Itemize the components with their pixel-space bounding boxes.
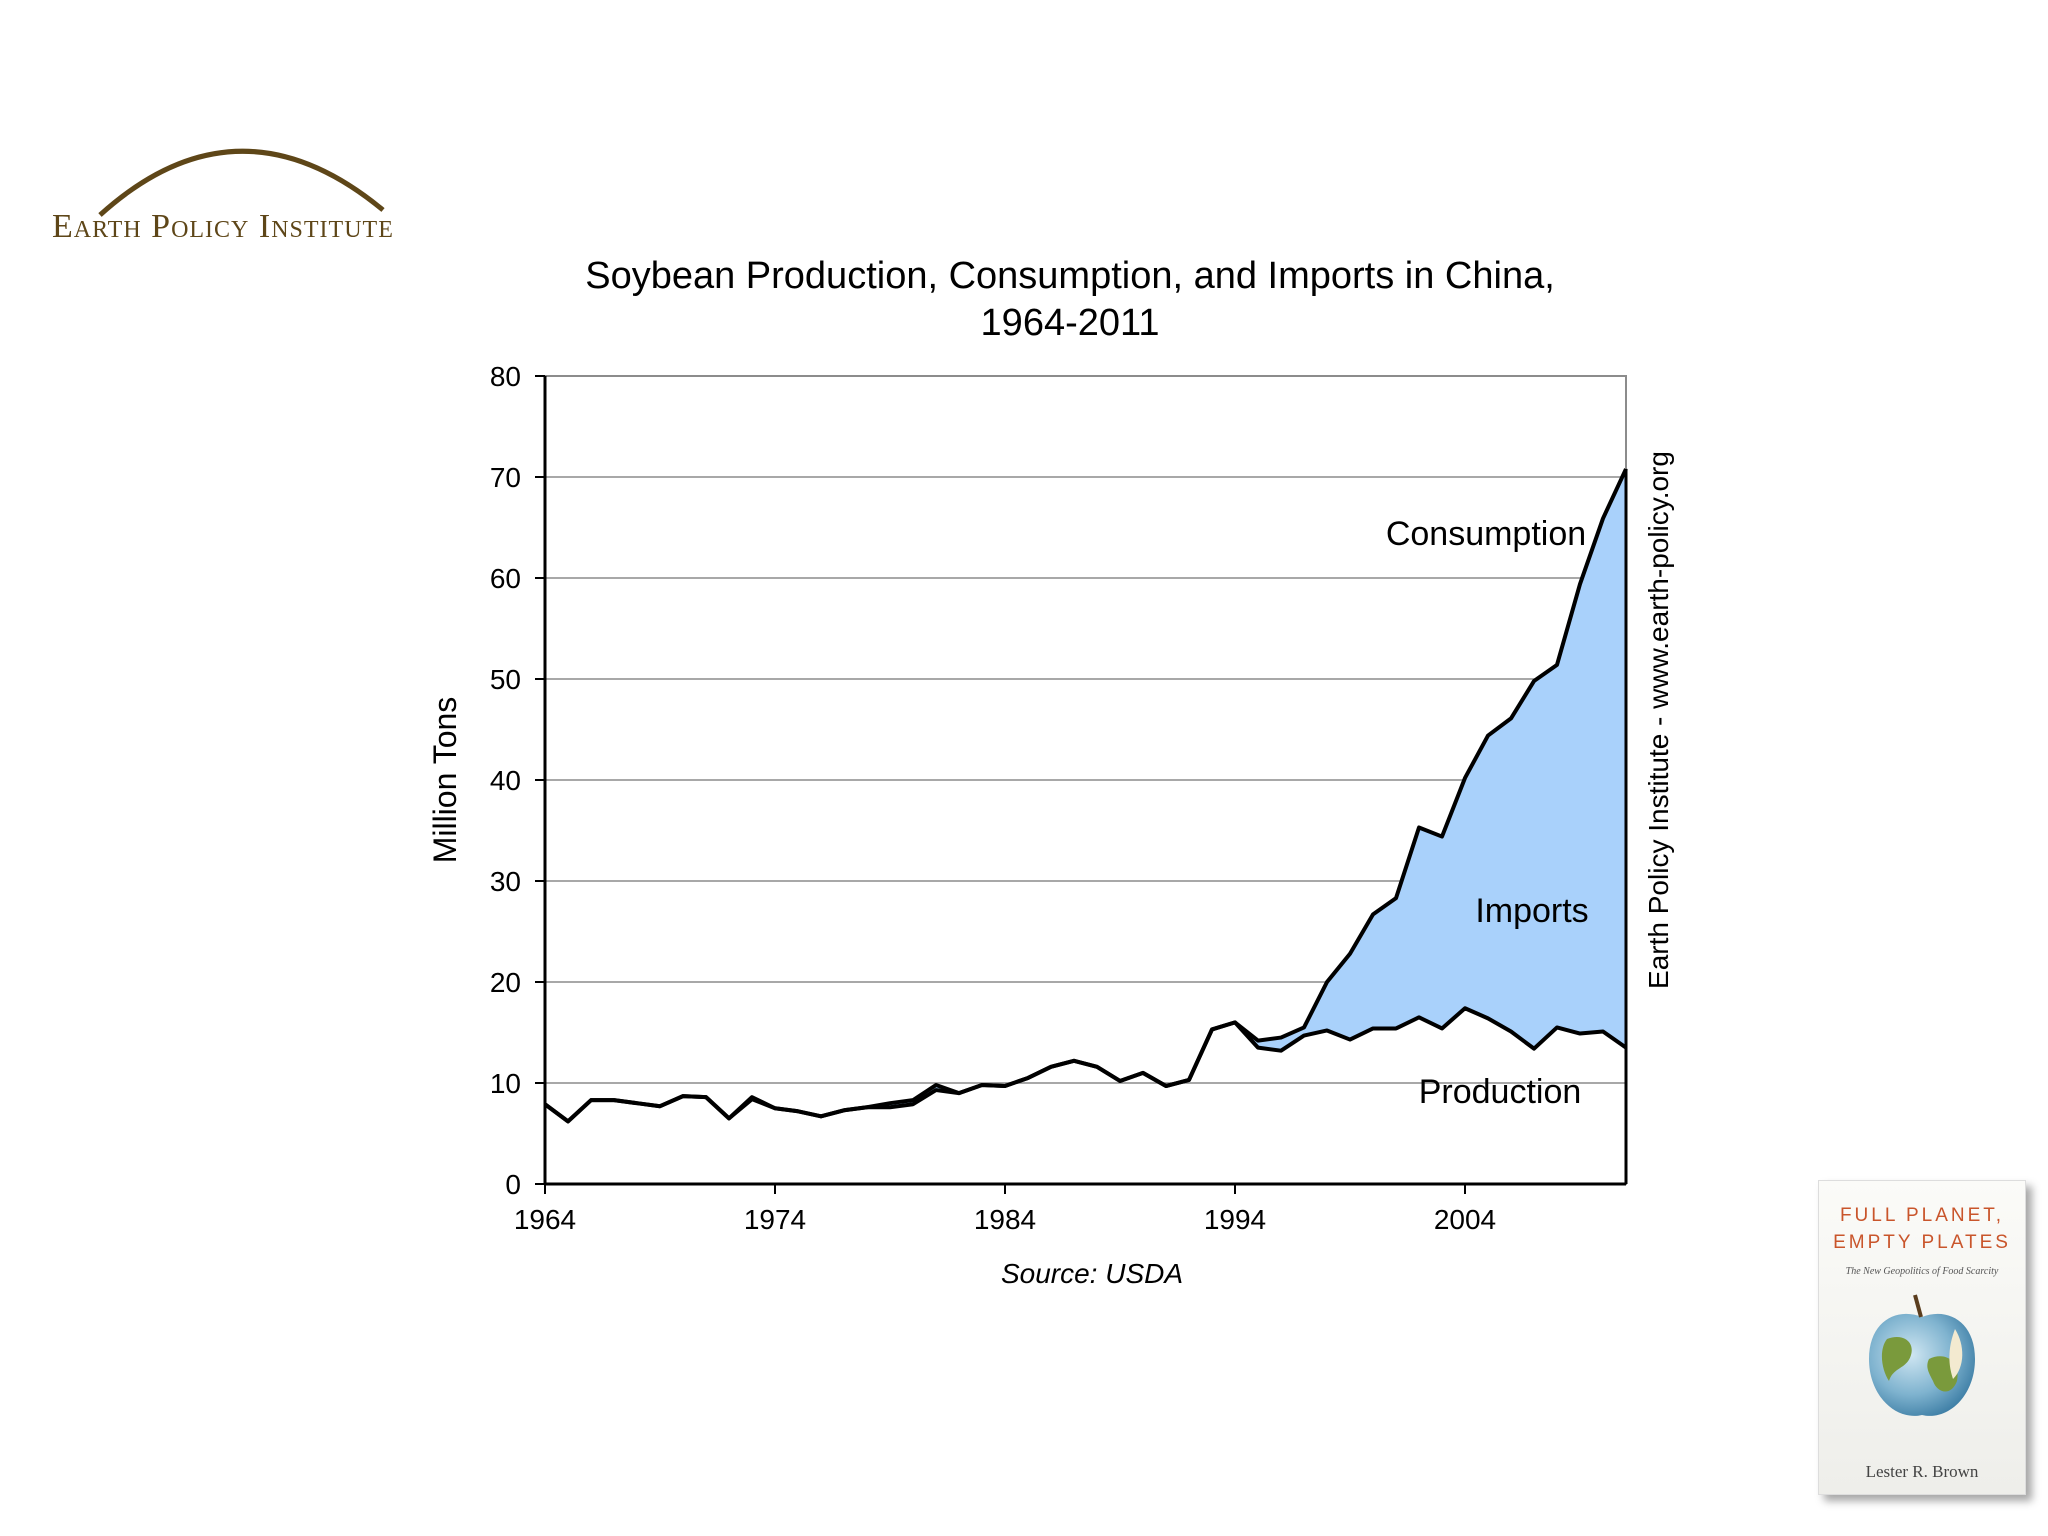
imports-annotation: Imports — [1475, 892, 1588, 930]
consumption-annotation: Consumption — [1386, 515, 1586, 553]
x-tick-label-1994: 1994 — [1204, 1204, 1266, 1235]
book-author: Lester R. Brown — [1865, 1462, 1979, 1481]
y-tick-label-30: 30 — [490, 866, 521, 897]
x-tick-label-1964: 1964 — [514, 1204, 576, 1235]
source-label: Source: USDA — [1001, 1258, 1183, 1289]
logo-arc-icon — [98, 148, 385, 217]
y-tick-label-20: 20 — [490, 967, 521, 998]
earth-policy-institute-logo — [98, 148, 385, 217]
y-tick-label-80: 80 — [490, 361, 521, 392]
y-tick-label-70: 70 — [490, 462, 521, 493]
chart-title-line2: 1964-2011 — [981, 302, 1160, 344]
production-annotation: Production — [1419, 1073, 1582, 1111]
y-tick-label-40: 40 — [490, 765, 521, 796]
x-tick-label-1984: 1984 — [974, 1204, 1036, 1235]
y-tick-label-0: 0 — [505, 1169, 521, 1200]
book-subtitle: The New Geopolitics of Food Scarcity — [1845, 1266, 1999, 1278]
grid-lines — [545, 476, 1626, 1084]
book-title-line2: EMPTY PLATES — [1833, 1231, 2011, 1253]
apple-globe-icon — [1869, 1294, 1975, 1417]
x-tick-label-2004: 2004 — [1434, 1204, 1496, 1235]
chart-title-line1: Soybean Production, Consumption, and Imp… — [585, 255, 1555, 297]
logo-text: Earth Policy Institute — [52, 208, 394, 245]
y-axis-label: Million Tons — [427, 697, 463, 864]
production-line — [543, 1006, 1628, 1124]
x-tick-label-1974: 1974 — [744, 1204, 806, 1235]
y-tick-label-60: 60 — [490, 563, 521, 594]
y-tick-label-10: 10 — [490, 1068, 521, 1099]
y-tick-label-50: 50 — [490, 664, 521, 695]
axis-ticks: 0 10 20 30 40 50 60 70 80 1964 1974 1984 1994 2004 — [490, 361, 1496, 1235]
book-title-line1: FULL PLANET, — [1839, 1205, 2005, 1226]
imports-area — [545, 468, 1626, 1122]
side-label: Earth Policy Institute - www.earth-polic… — [1643, 451, 1674, 989]
book-cover: FULL PLANET, EMPTY PLATES The New Geopol… — [1818, 1180, 2026, 1495]
